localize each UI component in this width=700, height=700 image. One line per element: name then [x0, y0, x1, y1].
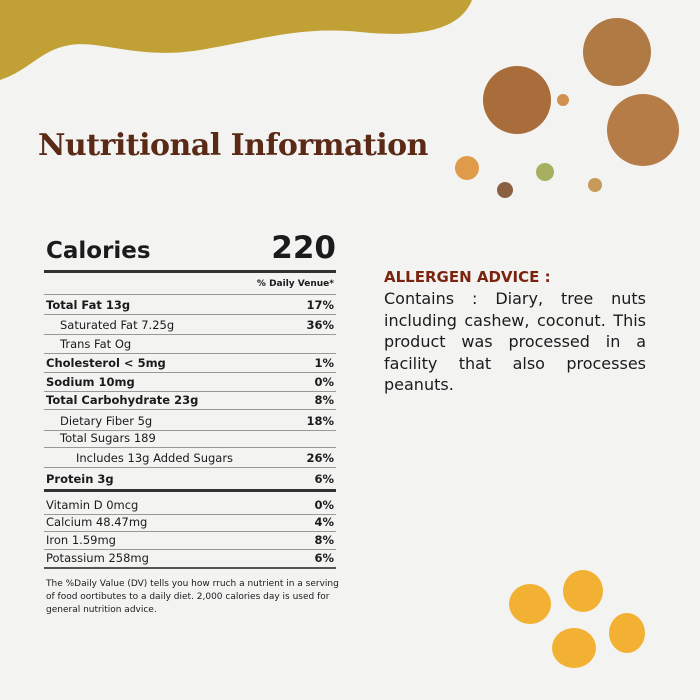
nutrient-name: Protein 3g: [46, 472, 114, 486]
vitamin-name: Calcium 48.47mg: [46, 515, 148, 529]
nutrient-dv: 0%: [314, 375, 334, 389]
nutrient-dv: 18%: [306, 414, 334, 428]
vitamin-name: Vitamin D 0mcg: [46, 498, 139, 512]
nutrient-row: Saturated Fat 7.25g 36%: [46, 318, 334, 332]
nutrient-row: Sodium 10mg 0%: [46, 375, 334, 389]
divider: [44, 567, 336, 569]
divider: [44, 314, 336, 315]
allergen-text: Contains : Diary, tree nuts including ca…: [384, 289, 646, 394]
nutrient-dv: 6%: [314, 472, 334, 486]
vitamin-row: Iron 1.59mg 8%: [46, 533, 334, 547]
daily-value-header: % Daily Venue*: [256, 279, 334, 289]
nutrient-name: Total Carbohydrate 23g: [46, 393, 199, 407]
nutrient-dv: 1%: [314, 356, 334, 370]
divider: [44, 514, 336, 515]
nutrient-row: Total Fat 13g 17%: [46, 298, 334, 312]
nutrient-row: Protein 3g 6%: [46, 472, 334, 486]
divider: [44, 447, 336, 448]
page-title: Nutritional Information: [38, 128, 428, 163]
vitamin-dv: 4%: [314, 515, 334, 529]
vitamin-dv: 0%: [314, 498, 334, 512]
divider: [44, 467, 336, 468]
nutrient-row: Total Sugars 189: [46, 431, 334, 445]
nutrient-name: Total Fat 13g: [46, 298, 131, 312]
divider: [44, 353, 336, 354]
nutrient-row: Dietary Fiber 5g 18%: [46, 414, 334, 428]
nutrient-dv: 8%: [314, 393, 334, 407]
divider: [44, 549, 336, 550]
nutrient-dv: 36%: [306, 318, 334, 332]
decorative-banner: [0, 0, 472, 80]
divider: [44, 489, 336, 492]
divider: [44, 391, 336, 392]
divider: [44, 409, 336, 410]
nutrient-dv: 26%: [306, 451, 334, 465]
allergen-title: ALLERGEN ADVICE :: [384, 268, 551, 286]
vitamin-name: Potassium 258mg: [46, 551, 149, 565]
nutrient-row: Total Carbohydrate 23g 8%: [46, 393, 334, 407]
nutrient-name: Trans Fat Og: [60, 337, 132, 351]
divider: [44, 430, 336, 431]
energy-balls-image: [455, 18, 679, 198]
divider: [44, 294, 336, 295]
divider: [44, 531, 336, 532]
footnote: The %Daily Value (DV) tells you how rruc…: [46, 579, 339, 615]
divider: [44, 334, 336, 335]
nutrient-row: Cholesterol < 5mg 1%: [46, 356, 334, 370]
vitamin-row: Potassium 258mg 6%: [46, 551, 334, 565]
vitamin-row: Calcium 48.47mg 4%: [46, 515, 334, 529]
vitamin-name: Iron 1.59mg: [46, 533, 116, 547]
nutrient-name: Sodium 10mg: [46, 375, 135, 389]
calories-label: Calories: [46, 238, 151, 264]
decorative-dots: [509, 570, 645, 668]
nutrient-name: Cholesterol < 5mg: [46, 356, 166, 370]
divider: [44, 270, 336, 273]
nutrient-name: Total Sugars 189: [60, 431, 156, 445]
nutrient-row: Trans Fat Og: [46, 337, 334, 351]
vitamin-row: Vitamin D 0mcg 0%: [46, 498, 334, 512]
nutrient-row: Includes 13g Added Sugars 26%: [46, 451, 334, 465]
vitamin-dv: 6%: [314, 551, 334, 565]
nutrient-name: Includes 13g Added Sugars: [76, 451, 234, 465]
nutrient-dv: 17%: [306, 298, 334, 312]
vitamin-dv: 8%: [314, 533, 334, 547]
calories-value: 220: [271, 230, 336, 266]
divider: [44, 372, 336, 373]
nutrient-name: Saturated Fat 7.25g: [60, 318, 175, 332]
nutrient-name: Dietary Fiber 5g: [60, 414, 153, 428]
